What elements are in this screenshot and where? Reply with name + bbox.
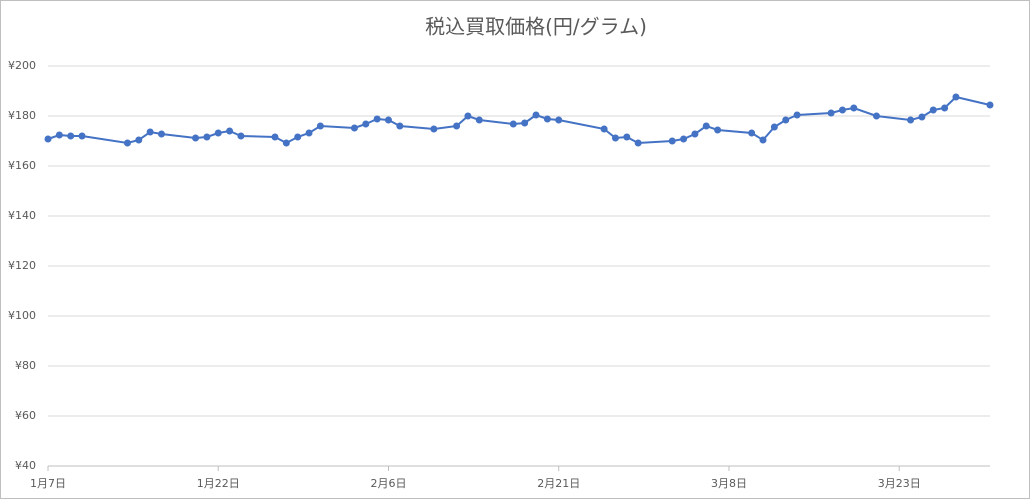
data-point xyxy=(600,125,608,133)
data-point xyxy=(316,122,324,130)
data-point xyxy=(157,130,165,138)
data-point xyxy=(532,111,540,119)
data-point xyxy=(623,133,631,141)
data-point xyxy=(464,112,472,120)
data-point xyxy=(714,126,722,134)
data-point xyxy=(294,133,302,141)
y-tick-label: ¥180 xyxy=(8,109,36,122)
data-point xyxy=(986,101,994,109)
data-point xyxy=(521,119,529,127)
data-point xyxy=(44,135,52,143)
data-point xyxy=(929,106,937,114)
x-tick-label: 3月23日 xyxy=(878,477,921,490)
data-point xyxy=(123,139,131,147)
data-point xyxy=(146,128,154,136)
data-point xyxy=(691,130,699,138)
data-point xyxy=(611,134,619,142)
data-point xyxy=(430,125,438,133)
x-tick-label: 3月8日 xyxy=(711,477,747,490)
y-tick-label: ¥160 xyxy=(8,159,36,172)
x-tick-label: 1月22日 xyxy=(197,477,240,490)
data-point xyxy=(55,131,63,139)
data-point xyxy=(838,106,846,114)
data-point xyxy=(702,122,710,130)
data-point xyxy=(850,104,858,112)
data-point xyxy=(873,112,881,120)
data-point xyxy=(543,115,551,123)
data-point xyxy=(907,116,915,124)
data-point xyxy=(475,116,483,124)
x-tick-label: 2月21日 xyxy=(537,477,580,490)
y-tick-label: ¥40 xyxy=(15,459,36,472)
data-point xyxy=(759,136,767,144)
data-point xyxy=(362,120,370,128)
data-point xyxy=(952,93,960,101)
data-point xyxy=(634,139,642,147)
data-point xyxy=(135,136,143,144)
data-point xyxy=(271,133,279,141)
data-point xyxy=(668,137,676,145)
data-point xyxy=(782,116,790,124)
data-point xyxy=(214,129,222,137)
data-point xyxy=(793,111,801,119)
data-point xyxy=(78,132,86,140)
x-tick-label: 1月7日 xyxy=(30,477,66,490)
data-point xyxy=(396,122,404,130)
data-point xyxy=(192,134,200,142)
data-point xyxy=(680,135,688,143)
y-tick-label: ¥60 xyxy=(15,409,36,422)
data-point xyxy=(282,139,290,147)
data-point xyxy=(748,129,756,137)
data-point xyxy=(770,123,778,131)
data-point xyxy=(384,116,392,124)
data-point xyxy=(941,104,949,112)
data-point xyxy=(237,132,245,140)
data-point xyxy=(509,120,517,128)
chart-title: 税込買取価格(円/グラム) xyxy=(425,15,647,39)
y-tick-label: ¥120 xyxy=(8,259,36,272)
data-point xyxy=(827,109,835,117)
y-tick-label: ¥80 xyxy=(15,359,36,372)
y-tick-label: ¥140 xyxy=(8,209,36,222)
data-point xyxy=(373,115,381,123)
y-tick-label: ¥200 xyxy=(8,59,36,72)
data-point xyxy=(453,122,461,130)
data-point xyxy=(305,129,313,137)
data-point xyxy=(555,116,563,124)
data-point xyxy=(67,132,75,140)
data-point xyxy=(918,113,926,121)
x-tick-label: 2月6日 xyxy=(370,477,406,490)
y-tick-label: ¥100 xyxy=(8,309,36,322)
data-point xyxy=(350,124,358,132)
data-point xyxy=(226,127,234,135)
data-point xyxy=(203,133,211,141)
